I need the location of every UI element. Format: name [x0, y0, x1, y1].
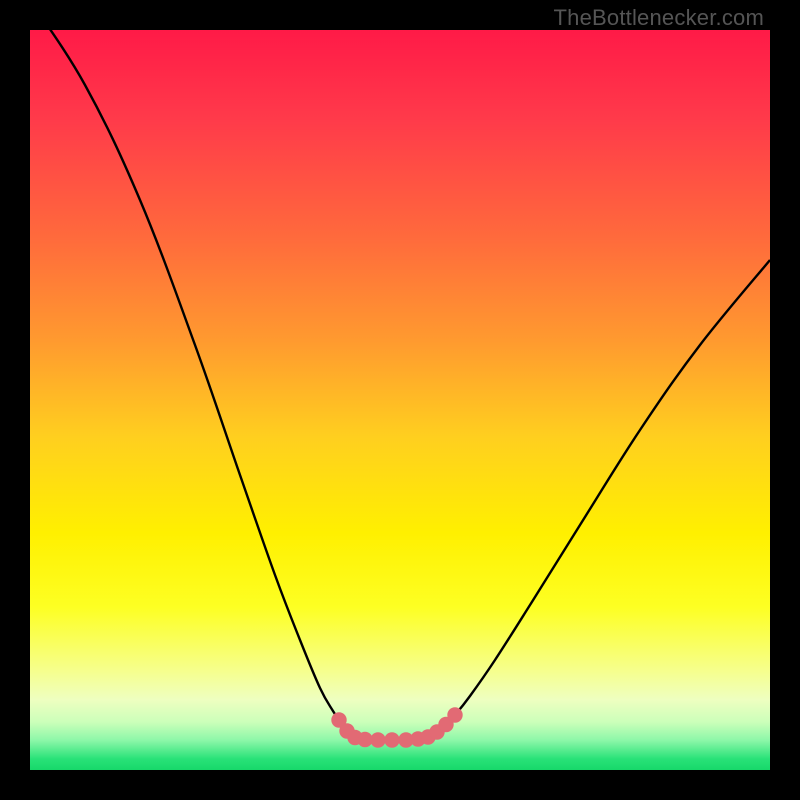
watermark-text: TheBottlenecker.com — [554, 5, 764, 31]
stage: TheBottlenecker.com — [0, 0, 800, 800]
curve-marker — [448, 708, 462, 722]
plot-area — [30, 30, 770, 770]
curve-marker — [371, 733, 385, 747]
curve-marker — [385, 733, 399, 747]
curve-layer — [30, 30, 770, 770]
bottleneck-curve — [30, 30, 770, 740]
marker-group — [332, 708, 462, 747]
curve-marker — [358, 732, 372, 746]
